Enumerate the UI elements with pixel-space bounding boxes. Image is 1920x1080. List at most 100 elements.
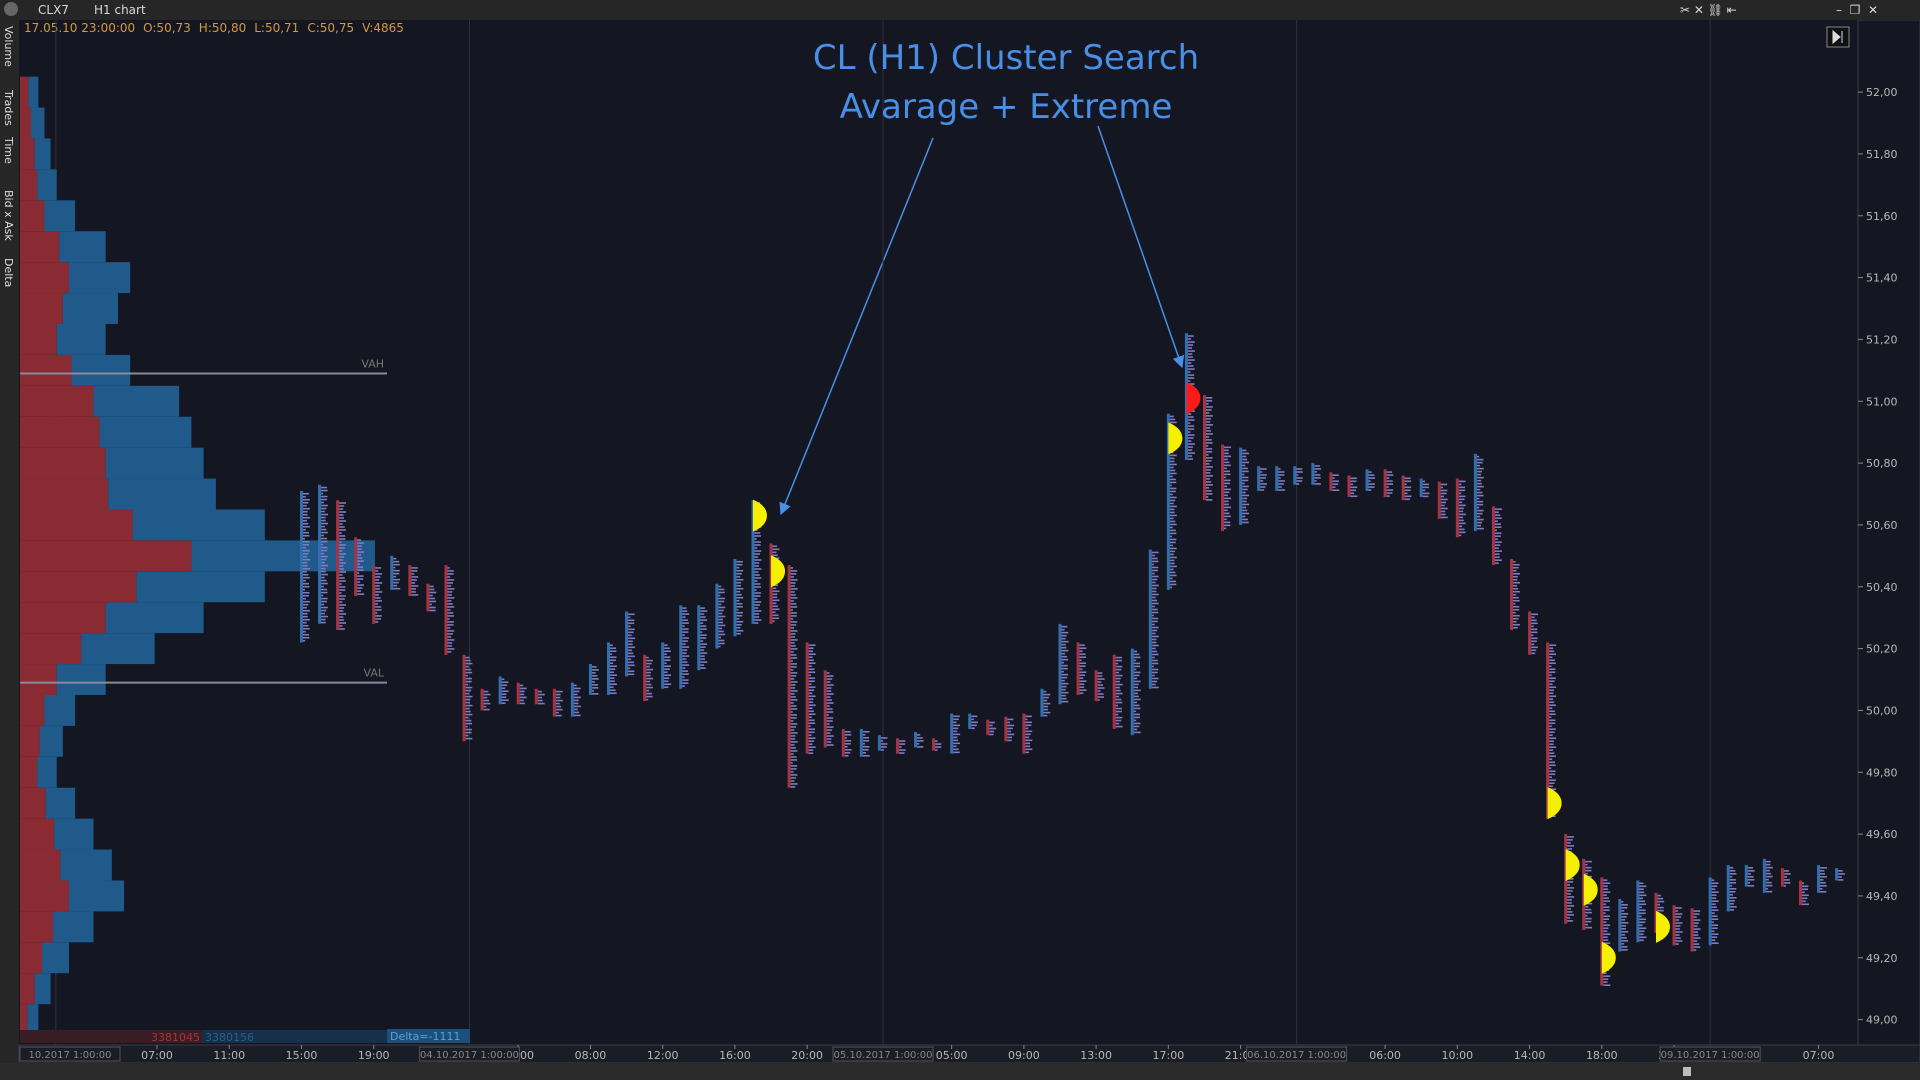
cluster-cell (1115, 665, 1123, 668)
cluster-cell (1151, 605, 1155, 608)
tool-icons[interactable]: ✂ ✕ ⛓ ⇤ (1680, 3, 1737, 17)
cluster-cell (1350, 483, 1354, 486)
cluster-cell (1440, 483, 1448, 486)
cluster-cell (790, 684, 796, 686)
cluster-cell (465, 710, 471, 713)
cluster-cell (447, 639, 455, 641)
cluster-cell (465, 728, 472, 731)
cluster-cell (1404, 492, 1408, 495)
cluster-cell (357, 551, 365, 553)
cluster-bar (462, 654, 466, 742)
cluster-cell (465, 668, 472, 671)
scroll-thumb[interactable] (1683, 1067, 1691, 1076)
cluster-cell (1025, 733, 1031, 736)
cluster-cell (736, 569, 744, 572)
cluster-bar (516, 682, 520, 705)
cluster-cell (302, 549, 310, 552)
cluster-cell (1061, 625, 1068, 628)
window-buttons[interactable]: – ❐ ✕ (1836, 3, 1879, 17)
cluster-cell (339, 601, 343, 603)
cluster-cell (302, 525, 310, 528)
cluster-cell (1151, 566, 1159, 569)
cluster-cell (339, 622, 347, 624)
cluster-cell (1061, 700, 1069, 703)
cluster-cell (1531, 634, 1534, 637)
cluster-cell (302, 600, 310, 603)
cluster-cell (1513, 566, 1519, 569)
cluster-cell (321, 591, 328, 594)
cluster-cell (880, 737, 888, 739)
cluster-cell (808, 695, 816, 698)
cluster-cell (808, 683, 812, 686)
cluster-cell (772, 548, 780, 551)
cluster-cell (1242, 518, 1248, 521)
cluster-cell (465, 731, 472, 734)
side-tab[interactable]: Trades (2, 89, 15, 126)
cluster-cell (393, 584, 398, 587)
cluster-cell (1205, 415, 1213, 417)
cluster-cell (1422, 480, 1426, 483)
side-tab[interactable]: Delta (2, 258, 15, 287)
cluster-cell (1242, 464, 1246, 467)
time-label: 07:00 (1803, 1049, 1835, 1062)
side-tab[interactable]: Bid x Ask (2, 190, 15, 241)
time-label: 08:00 (575, 1049, 607, 1062)
cluster-cell (718, 636, 722, 639)
cluster-cell (339, 553, 346, 555)
cluster-bar (1202, 395, 1206, 501)
cluster-cell (790, 567, 794, 569)
cluster-cell (302, 531, 309, 534)
cluster-cell (1603, 972, 1607, 974)
cluster-cell (790, 669, 794, 671)
cluster-cell (1242, 485, 1249, 488)
logo[interactable] (4, 2, 18, 16)
average-cluster (771, 555, 786, 588)
cluster-cell (646, 656, 649, 659)
cluster-cell (321, 519, 326, 522)
cluster-cell (1567, 890, 1573, 892)
cluster-cell (1711, 939, 1716, 941)
cluster-cell (1675, 940, 1683, 942)
cluster-cell (537, 690, 542, 693)
side-tab[interactable]: Volume (2, 26, 15, 67)
cluster-cell (772, 611, 776, 614)
cluster-cell (1169, 484, 1172, 487)
cluster-cell (1657, 900, 1665, 903)
cluster-cell (1783, 870, 1790, 872)
cluster-cell (1187, 449, 1193, 451)
cluster-cell (302, 498, 310, 501)
cluster-cell (429, 588, 435, 591)
cluster-cell (465, 680, 472, 683)
cluster-cell (1187, 443, 1195, 445)
cluster-cell (1187, 335, 1194, 337)
cluster-cell (610, 683, 617, 686)
cluster-cell (1783, 873, 1791, 875)
cluster-cell (718, 597, 725, 600)
cluster-cell (1133, 707, 1141, 710)
cluster-cell (1513, 602, 1516, 605)
cluster-cell (772, 620, 775, 623)
cluster-cell (1639, 912, 1646, 915)
cluster-cell (1531, 631, 1538, 634)
cluster-cell (989, 721, 995, 724)
cluster-cell (1711, 930, 1715, 932)
cluster-cell (1603, 936, 1608, 938)
cluster-cell (1711, 900, 1719, 902)
cluster-cell (1187, 458, 1194, 460)
cluster-cell (844, 739, 852, 742)
cluster-bar (1600, 877, 1604, 986)
scrollbar[interactable] (0, 1063, 1920, 1080)
cluster-cell (1169, 421, 1177, 424)
cluster-cell (1603, 921, 1607, 923)
cluster-cell (1801, 897, 1808, 900)
symbol[interactable]: CLX7 (38, 3, 69, 17)
time-label: 10:00 (1441, 1049, 1473, 1062)
cluster-cell (375, 588, 380, 590)
cluster-cell (339, 550, 343, 552)
side-tab[interactable]: Time (2, 136, 15, 164)
cluster-cell (754, 586, 761, 588)
cluster-cell (790, 780, 795, 782)
cluster-cell (1476, 476, 1484, 479)
timeframe[interactable]: H1 chart (94, 3, 146, 17)
cluster-cell (1639, 921, 1646, 924)
